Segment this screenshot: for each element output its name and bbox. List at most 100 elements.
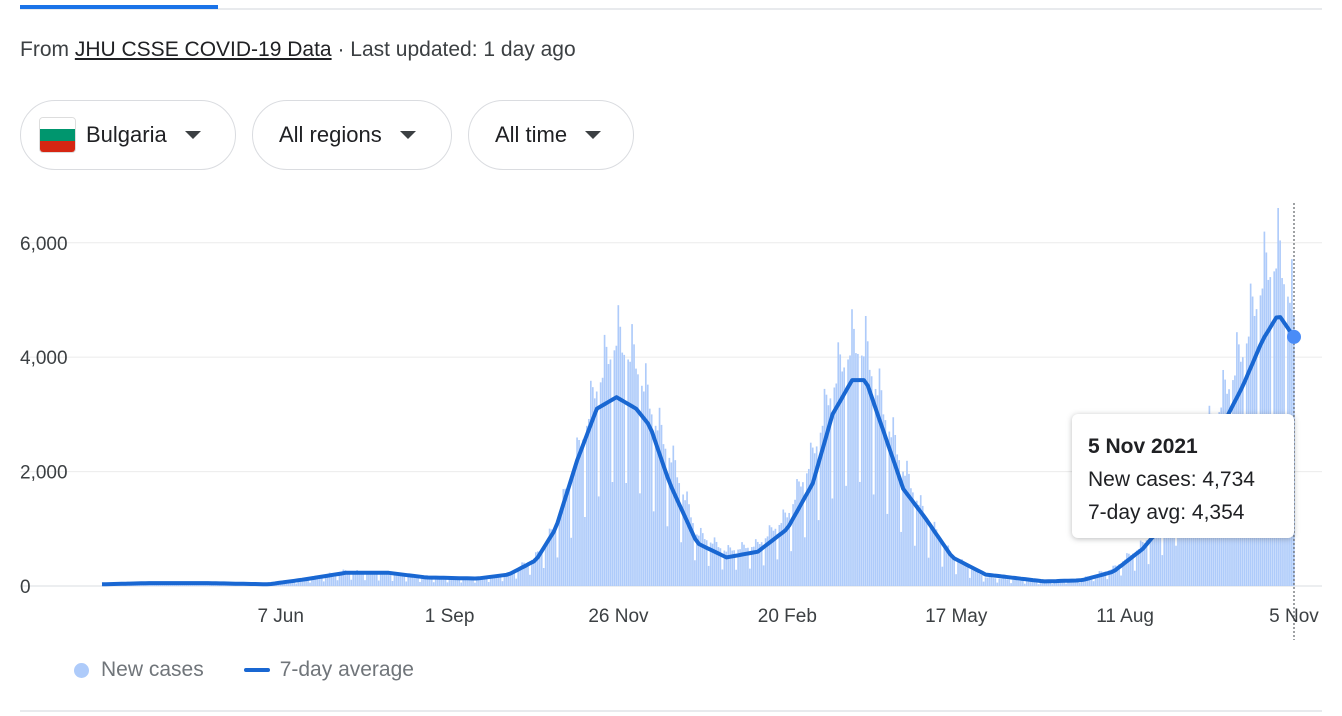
new-cases-bar [464,578,466,586]
new-cases-bar [503,575,506,586]
new-cases-bar [868,369,871,586]
new-cases-bar [874,388,877,586]
new-cases-bar [564,488,567,586]
new-cases-bar [709,542,712,586]
new-cases-bar [743,544,745,586]
new-cases-bar [1010,583,1012,586]
y-tick-label: 0 [20,577,31,598]
new-cases-bar [811,447,814,586]
new-cases-bar [550,529,553,586]
new-cases-bar [1157,523,1160,586]
new-cases-bar [1277,207,1279,587]
new-cases-bar [815,446,818,586]
new-cases-bar [519,567,521,586]
source-link[interactable]: JHU CSSE COVID-19 Data [74,38,332,61]
new-cases-bar [652,511,655,586]
new-cases-bar [1149,534,1152,586]
new-cases-bar [988,576,991,586]
new-cases-bar [1029,580,1032,586]
new-cases-bar [780,523,783,586]
new-cases-bar [660,424,663,586]
new-cases-bar [951,557,953,586]
new-cases-bar [727,545,730,586]
new-cases-bar [595,391,598,586]
new-cases-bar [1263,231,1266,586]
new-cases-bar [1037,584,1040,586]
new-cases-bar [658,407,661,586]
new-cases-bar [546,540,549,586]
new-cases-bar [185,584,188,586]
new-cases-bar [847,359,849,586]
region-filter-chip[interactable]: All regions [252,100,452,170]
new-cases-bar [540,548,543,586]
new-cases-bar [452,576,455,586]
new-cases-bar [527,562,529,586]
new-cases-bar [619,326,622,586]
new-cases-bar [291,581,294,586]
new-cases-bar [845,485,847,586]
new-cases-bar [593,398,596,586]
new-cases-bar [574,466,576,586]
new-cases-bar [1018,579,1020,586]
new-cases-bar [379,574,382,586]
new-cases-bar [478,578,480,586]
new-cases-bar [650,414,653,586]
top-divider [20,8,1322,10]
x-tick-label: 7 Jun [257,606,303,627]
country-filter-chip[interactable]: Bulgaria [20,100,236,170]
new-cases-bar [690,517,692,586]
new-cases-bar [480,576,482,586]
new-cases-bar [1167,494,1170,586]
x-tick-label: 5 Nov [1269,606,1319,627]
new-cases-bar [289,580,292,586]
bottom-divider [20,710,1322,712]
chevron-down-icon [399,131,416,139]
new-cases-bar [303,578,305,586]
new-cases-bar [130,585,133,586]
new-cases-bar [470,578,472,586]
new-cases-bar [739,549,741,586]
new-cases-bar [1175,545,1177,586]
new-cases-bar [674,460,677,586]
new-cases-bar [662,444,665,586]
new-cases-bar [1135,550,1138,586]
new-cases-bar [1027,581,1030,586]
new-cases-bar [533,558,535,586]
new-cases-bar [859,481,861,586]
new-cases-bar [566,491,569,586]
new-cases-bar [1055,581,1058,586]
new-cases-bar [295,583,298,586]
new-cases-bar [968,577,971,586]
new-cases-bar [749,568,751,586]
new-cases-bar [536,551,539,586]
new-cases-bar [1153,518,1156,586]
new-cases-bar [699,527,702,586]
new-cases-bar [692,523,694,586]
new-cases-bar [961,559,963,586]
new-cases-bar [427,576,429,586]
new-cases-bar [1031,581,1034,586]
new-cases-bar [711,543,714,586]
new-cases-bar [949,551,952,586]
y-axis-ticks: 0 2,000 4,000 6,000 [20,234,68,598]
new-cases-bar [1082,578,1085,586]
new-cases-bar [898,460,900,586]
new-cases-bar [570,537,573,586]
time-filter-chip[interactable]: All time [468,100,634,170]
new-cases-bar [1163,514,1166,586]
new-cases-bar [1004,578,1007,586]
new-cases-bar [694,560,696,586]
new-cases-bar [870,376,873,586]
new-cases-bar [731,550,734,586]
new-cases-bar [591,387,594,586]
new-cases-bar [839,354,842,586]
new-cases-bar [794,499,796,586]
new-cases-bar [507,572,510,586]
new-cases-bar [440,576,443,586]
new-cases-bar [1161,555,1164,586]
new-cases-bar [505,574,508,586]
new-cases-bar [802,482,804,586]
new-cases-bar [305,579,307,586]
new-cases-bar [774,528,777,586]
new-cases-bar [641,385,643,586]
